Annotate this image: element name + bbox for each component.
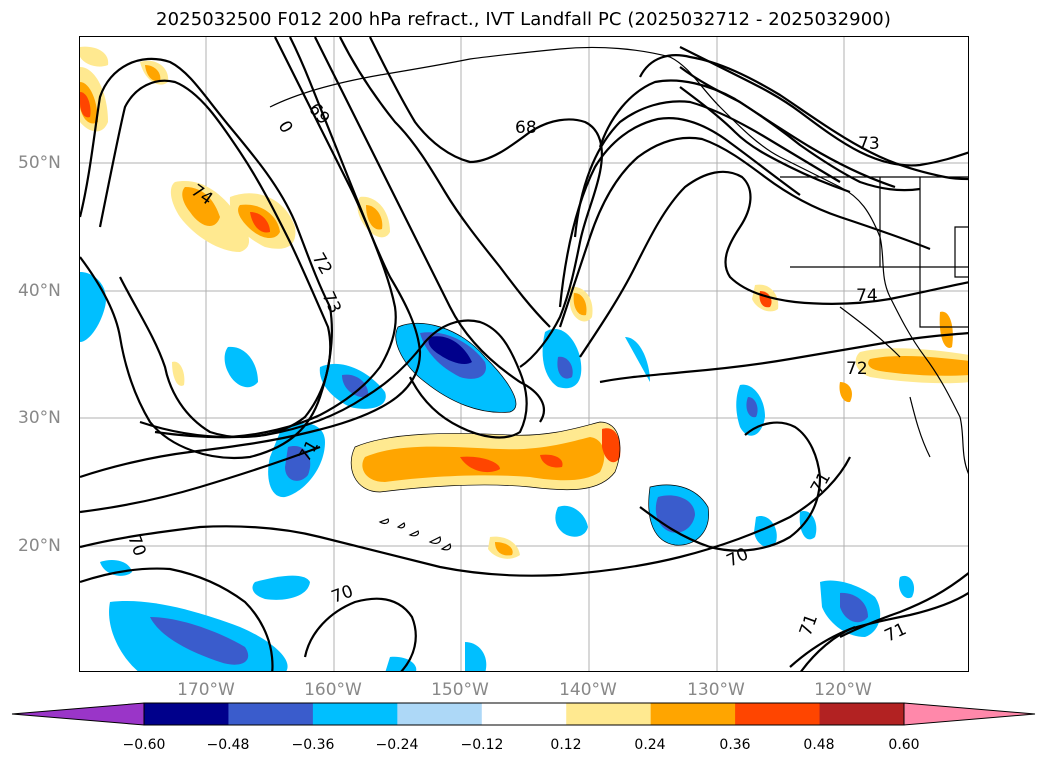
contour-label: 72 (846, 359, 868, 379)
colorbar-segment (312, 703, 398, 725)
geopotential-contours (80, 37, 968, 671)
colorbar-segment (819, 703, 905, 725)
positive-refractivity-fills (80, 46, 968, 559)
contour-label: 70 (724, 544, 752, 571)
coastlines (269, 46, 968, 551)
colorbar (11, 702, 1036, 726)
contour-label: 70 (123, 532, 149, 559)
colorbar-segment (228, 703, 314, 725)
colorbar-tick: 0.24 (634, 737, 666, 753)
contour-label: 71 (882, 619, 910, 646)
contour-label: 0 (274, 118, 297, 137)
colorbar-tick: 0.12 (550, 737, 582, 753)
contour-label: 74 (856, 286, 878, 306)
colorbar-segment (144, 703, 229, 725)
map-canvas: 69 0 68 73 74 72 73 74 72 71 71 70 70 70… (80, 37, 968, 671)
lon-label-170w: 170°W (177, 680, 235, 700)
colorbar-segment (904, 703, 1035, 725)
map-panel: 69 0 68 73 74 72 73 74 72 71 71 70 70 70… (79, 36, 969, 672)
colorbar-tick: 0.60 (888, 737, 920, 753)
lon-label-150w: 150°W (431, 680, 489, 700)
colorbar-tick: 0.36 (719, 737, 751, 753)
colorbar-segment (397, 703, 483, 725)
lon-label-140w: 140°W (559, 680, 617, 700)
lon-label-120w: 120°W (814, 680, 872, 700)
contour-label: 68 (515, 118, 537, 138)
colorbar-tick: −0.60 (122, 737, 166, 753)
colorbar-segment (650, 703, 736, 725)
lat-label-20n: 20°N (18, 536, 61, 556)
contour-label: 71 (796, 612, 822, 639)
colorbar-segment (481, 703, 567, 725)
lat-label-50n: 50°N (18, 153, 61, 173)
contour-label: 71 (807, 469, 835, 498)
lat-label-30n: 30°N (18, 408, 61, 428)
lon-label-130w: 130°W (687, 680, 745, 700)
colorbar-tick: −0.48 (206, 737, 250, 753)
colorbar-tick: −0.24 (375, 737, 419, 753)
colorbar-segment (12, 703, 144, 725)
colorbar-tick: 0.48 (803, 737, 835, 753)
colorbar-segment (735, 703, 821, 725)
colorbar-tick: −0.36 (291, 737, 335, 753)
colorbar-segment (566, 703, 652, 725)
fill-outlines (350, 322, 709, 546)
map-title: 2025032500 F012 200 hPa refract., IVT La… (156, 9, 891, 30)
colorbar-tick: −0.12 (460, 737, 504, 753)
negative-refractivity-fills (80, 272, 915, 671)
lat-label-40n: 40°N (18, 281, 61, 301)
colorbar-extend-right (903, 702, 1036, 726)
contour-label: 72 (308, 250, 336, 279)
lon-label-160w: 160°W (304, 680, 362, 700)
contour-label: 73 (858, 134, 880, 154)
